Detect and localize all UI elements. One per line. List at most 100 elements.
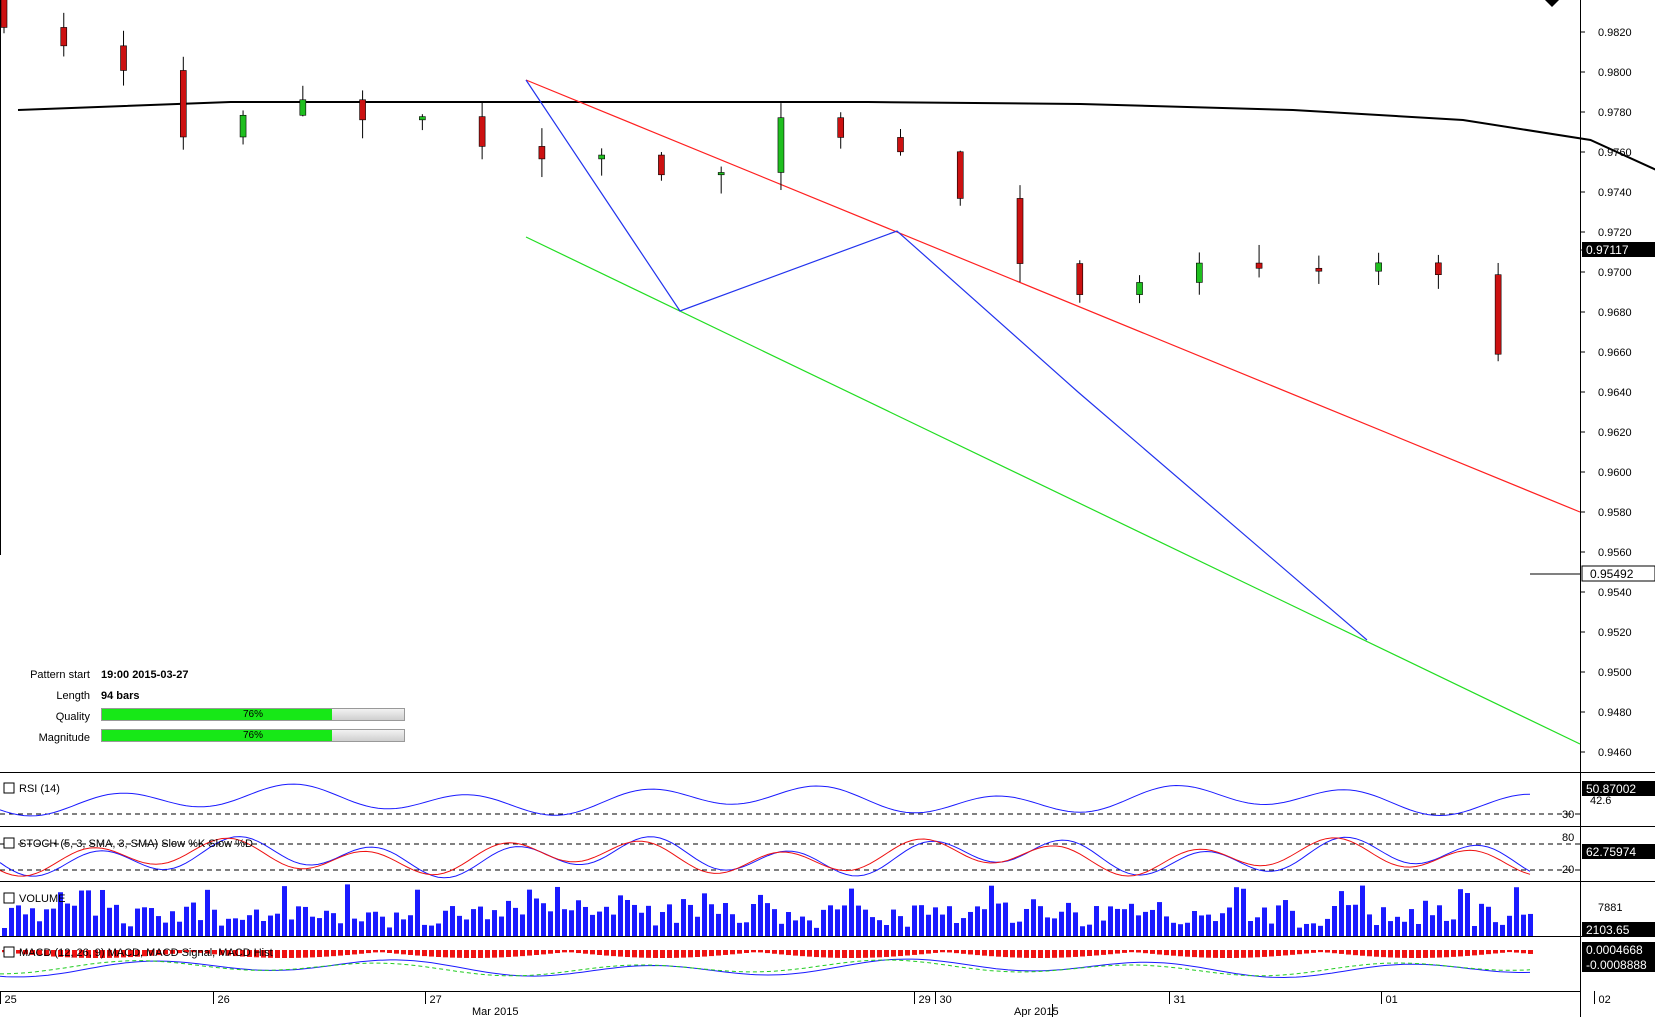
macd-hist-bar [128, 950, 133, 958]
volume-bar [1101, 920, 1106, 936]
day-label: 30 [940, 994, 952, 1006]
bear-candle [658, 154, 665, 176]
volume-bar [1094, 906, 1099, 936]
macd-hist-bar [79, 950, 84, 958]
macd-hist-bar [632, 950, 637, 958]
macd-hist-bar [947, 950, 952, 953]
volume-bar [1409, 909, 1414, 936]
scroll-arrow-icon[interactable] [1545, 0, 1559, 7]
rsi-level-30-label: 30 [1562, 809, 1574, 821]
volume-bar [9, 907, 14, 936]
ma-line [17, 101, 1655, 171]
bear-candle [478, 116, 486, 147]
macd-hist-bar [310, 950, 315, 958]
volume-bar [541, 903, 546, 936]
bull-candle [299, 99, 307, 116]
volume-bar [65, 903, 70, 936]
macd-hist-bar [541, 950, 546, 955]
macd-hist-bar [51, 950, 56, 957]
volume-bar [1374, 925, 1379, 936]
volume-bar [1430, 915, 1435, 936]
macd-hist-bar [1409, 950, 1414, 958]
volume-bar [527, 889, 532, 936]
macd-hist-bar [1010, 950, 1015, 958]
macd-hist-bar [1381, 950, 1386, 958]
macd-hist-bar [975, 950, 980, 956]
volume-bar [821, 909, 826, 936]
price-tick-label: 0.9580 [1598, 507, 1632, 519]
macd-hist-bar [1052, 950, 1057, 958]
macd-hist-bar [1199, 950, 1204, 958]
volume-bar [51, 908, 56, 936]
bull-candle [419, 116, 426, 121]
volume-bar [1325, 918, 1330, 936]
volume-bar [499, 916, 504, 936]
volume-max-label: 7881 [1598, 902, 1622, 914]
day-label: 31 [1174, 994, 1186, 1006]
macd-hist-bar [23, 950, 28, 955]
volume-bar [1388, 921, 1393, 936]
magnitude-bar-fill [102, 730, 332, 741]
volume-bar [1199, 915, 1204, 936]
macd-hist-bar [1150, 950, 1155, 954]
macd-hist-bar [779, 950, 784, 955]
price-tick-label: 0.9460 [1598, 747, 1632, 759]
volume-bar [1129, 903, 1134, 936]
volume-bar [135, 908, 140, 936]
volume-bar [450, 906, 455, 936]
macd-hist-bar [226, 950, 231, 956]
volume-bar [1493, 922, 1498, 936]
volume-bar [611, 914, 616, 936]
volume-bar [1451, 919, 1456, 936]
volume-bar [289, 919, 294, 936]
volume-bar [1255, 917, 1260, 936]
macd-hist-bar [513, 950, 518, 957]
ma-value-box [1582, 242, 1655, 257]
volume-bar [86, 890, 91, 936]
rsi-title: RSI (14) [19, 783, 60, 795]
macd-hist-bar [849, 950, 854, 958]
macd-hist-bar [1164, 950, 1169, 956]
macd-hist-bar [548, 950, 553, 954]
macd-hist-bar [387, 950, 392, 953]
volume-bar [548, 911, 553, 936]
volume-bar [1381, 907, 1386, 936]
macd-hist-bar [807, 950, 812, 957]
volume-bar [1059, 911, 1064, 936]
macd-hist-bar [1185, 950, 1190, 957]
macd-hist-bar [100, 950, 105, 958]
volume-bar [1080, 926, 1085, 936]
macd-hist-bar [401, 950, 406, 955]
volume-bar [751, 904, 756, 936]
macd-hist-bar [982, 950, 987, 956]
volume-bar [457, 915, 462, 936]
macd-hist-bar [184, 950, 189, 953]
volume-bar [723, 903, 728, 936]
macd-hist-bar [191, 950, 196, 953]
volume-bar [961, 918, 966, 936]
macd-hist-bar [562, 950, 567, 953]
volume-bar [716, 913, 721, 936]
volume-bar [849, 888, 854, 936]
macd-hist-bar [583, 950, 588, 954]
rsi-value: 50.87002 [1586, 782, 1636, 796]
macd-hist-bar [303, 950, 308, 958]
macd-hist-bar [877, 950, 882, 958]
macd-hist-bar [58, 950, 63, 957]
magnitude-label: Magnitude [38, 732, 90, 744]
volume-bar [359, 921, 364, 936]
macd-hist-bar [681, 950, 686, 958]
macd-hist-bar [933, 950, 938, 953]
macd-hist-bar [1528, 950, 1533, 954]
volume-bar [1227, 907, 1232, 936]
macd-hist-bar [457, 950, 462, 958]
macd-hist-bar [380, 950, 385, 953]
macd-hist-bar [275, 950, 280, 958]
macd-hist-bar [1388, 950, 1393, 958]
volume-bar [702, 893, 707, 936]
volume-bar [387, 927, 392, 936]
volume-bar [863, 909, 868, 936]
day-label: 02 [1599, 994, 1611, 1006]
macd-hist-bar [961, 950, 966, 954]
macd-hist-bar [569, 950, 574, 953]
